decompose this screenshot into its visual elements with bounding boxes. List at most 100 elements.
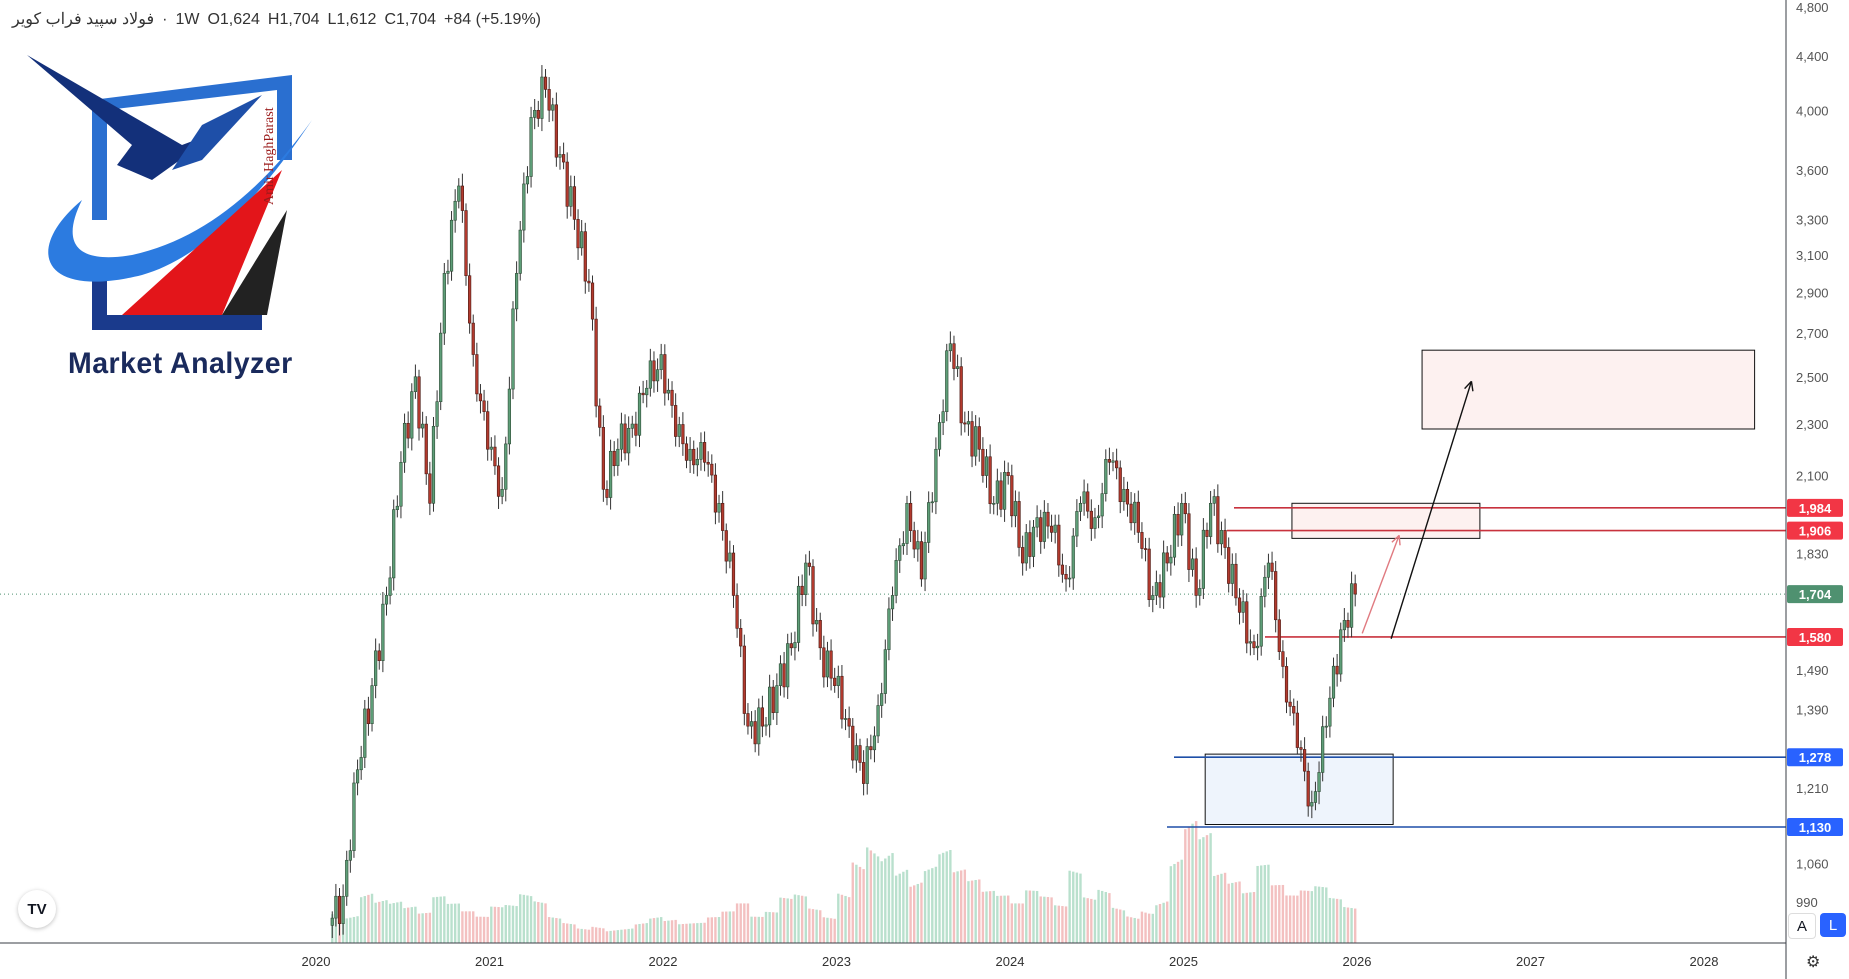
candle-body xyxy=(460,185,464,211)
volume-bar xyxy=(847,897,851,943)
volume-bar xyxy=(963,869,967,943)
candle-body xyxy=(749,721,754,727)
volume-bar xyxy=(641,923,645,943)
candles xyxy=(330,65,1357,938)
volume-bar xyxy=(620,929,623,943)
price-tick-label: 1,490 xyxy=(1796,663,1829,678)
candle-body xyxy=(543,76,548,90)
volume-bar xyxy=(551,917,554,943)
volume-bar xyxy=(1093,899,1097,943)
volume-bar xyxy=(482,916,486,943)
volume-bar xyxy=(479,916,482,943)
volume-bar xyxy=(1129,917,1133,943)
candle-body xyxy=(580,231,584,249)
volume-bar xyxy=(649,918,652,943)
volume-bar xyxy=(692,923,695,943)
volume-bar xyxy=(999,895,1003,943)
candle-body xyxy=(493,446,497,467)
candle-body xyxy=(847,718,851,727)
volume-bar xyxy=(873,853,876,943)
candle-body xyxy=(1068,577,1072,580)
volume-bar xyxy=(1238,881,1241,943)
volume-bar xyxy=(996,895,999,943)
volume-bar xyxy=(1122,910,1126,943)
candle-body xyxy=(601,427,605,490)
target-zone-upper[interactable] xyxy=(1421,349,1756,430)
candle-body xyxy=(424,423,428,475)
candle-body xyxy=(721,502,725,531)
candle-body xyxy=(908,502,913,531)
volume-bar xyxy=(425,913,428,943)
volume-bar xyxy=(1310,891,1314,943)
candle-body xyxy=(666,389,671,394)
volume-bar xyxy=(1227,883,1230,943)
logo-signature: Amir HaghParast xyxy=(262,107,277,205)
candle-body xyxy=(1002,472,1007,510)
price-tag-bg xyxy=(1787,498,1843,517)
price-tick-label: 1,060 xyxy=(1796,856,1829,871)
volume-bar xyxy=(667,920,670,943)
volume-bar xyxy=(457,903,460,943)
time-tick-label: 2023 xyxy=(822,954,851,969)
symbol-legend: فولاد سپید فراب کویر · 1W O1,624 H1,704 … xyxy=(12,9,541,29)
gear-icon[interactable]: ⚙ xyxy=(1806,954,1821,971)
candle-body xyxy=(1295,712,1299,748)
volume-bar xyxy=(609,930,612,943)
candle-body xyxy=(1216,496,1220,545)
volume-bar xyxy=(613,930,616,943)
price-tick-label: 3,600 xyxy=(1796,163,1829,178)
arrow-to-upper-zone[interactable] xyxy=(1390,381,1473,639)
candle-body xyxy=(334,895,338,919)
candle-body xyxy=(923,542,927,580)
volume-bar xyxy=(985,891,988,943)
volume-bar xyxy=(497,907,500,943)
target-zone-middle[interactable] xyxy=(1291,502,1481,539)
candle-body xyxy=(963,422,967,425)
candle-body xyxy=(1086,491,1090,512)
volume-bar xyxy=(522,894,526,943)
candle-body xyxy=(768,686,772,726)
volume-bar xyxy=(913,885,916,943)
volume-bar xyxy=(1335,898,1339,943)
candle-body xyxy=(515,273,519,310)
candle-body xyxy=(919,541,924,580)
auto-scale-button[interactable]: A xyxy=(1788,913,1816,939)
volume-bar xyxy=(1281,884,1285,943)
interval[interactable]: 1W xyxy=(175,11,200,28)
candle-body xyxy=(619,423,624,450)
candle-body xyxy=(728,552,732,562)
symbol-name[interactable]: فولاد سپید فراب کویر xyxy=(12,11,155,28)
volume-bar xyxy=(753,916,757,943)
price-axis[interactable]: 4,800 4,400 4,000 3,600 3,300 3,100 2,900 2,700… xyxy=(1787,0,1843,910)
volume-bar xyxy=(634,924,638,943)
tradingview-logo[interactable]: TV xyxy=(18,890,56,928)
candle-body xyxy=(912,530,916,550)
volume-bar xyxy=(1035,890,1039,943)
candle-body xyxy=(1328,697,1332,727)
candle-body xyxy=(1093,517,1097,529)
log-scale-button[interactable]: L xyxy=(1820,913,1846,937)
candle-body xyxy=(1078,502,1083,512)
volume-bar xyxy=(587,929,591,943)
time-axis[interactable]: 2020 2021 2022 2023 2024 2025 2026 2027 2028 xyxy=(302,954,1719,969)
arrow-to-middle-zone[interactable] xyxy=(1361,535,1400,634)
price-tick-label: 4,800 xyxy=(1796,0,1829,15)
horizontal-levels[interactable] xyxy=(1167,507,1786,828)
volume-bar xyxy=(945,851,948,943)
volume-bar xyxy=(399,901,403,943)
support-zone[interactable] xyxy=(1204,753,1394,826)
candle-body xyxy=(688,448,692,461)
volume-bar xyxy=(374,902,377,943)
candle-body xyxy=(1100,493,1104,517)
volume-bar xyxy=(414,906,417,943)
candle-body xyxy=(1162,552,1166,598)
volume-bar xyxy=(725,911,728,943)
price-tick-label: 4,400 xyxy=(1796,49,1829,64)
drawing-arrows[interactable] xyxy=(1361,380,1474,639)
drawing-zones[interactable] xyxy=(0,349,1786,826)
volume-bar xyxy=(894,875,898,943)
candle-body xyxy=(796,585,801,643)
ohlc-close: C1,704 xyxy=(384,11,437,28)
volume-bar xyxy=(1108,893,1111,943)
